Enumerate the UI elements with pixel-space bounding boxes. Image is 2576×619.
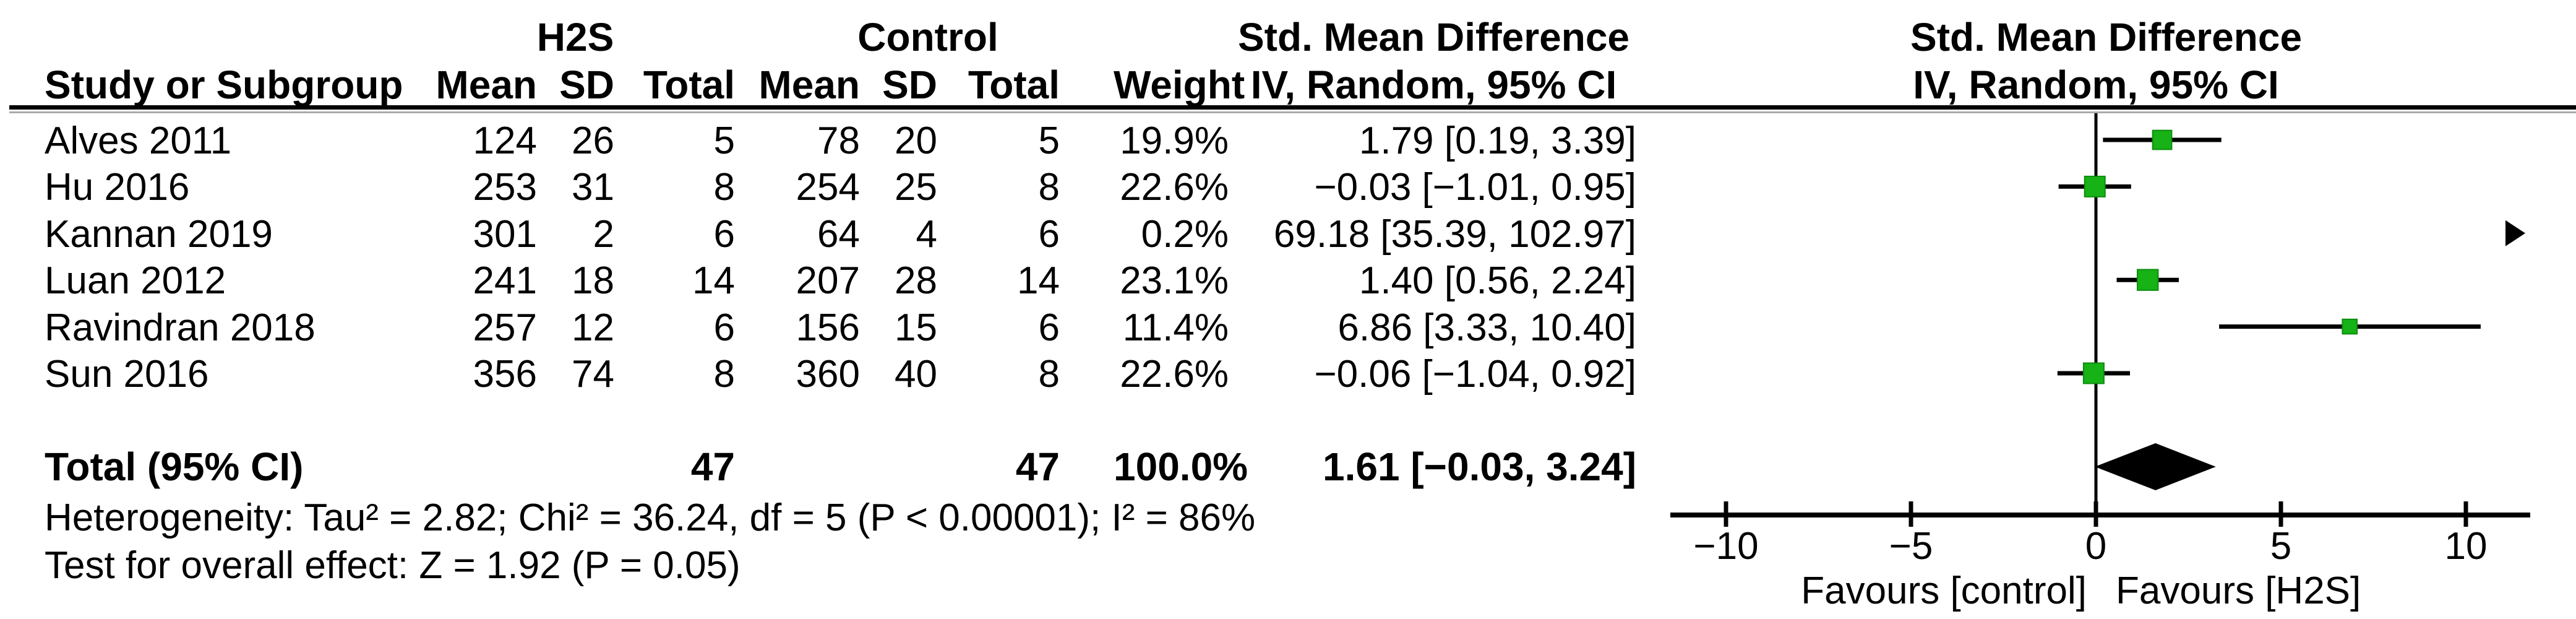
group-header-control: Control [857, 15, 998, 59]
sd-control: 25 [895, 166, 937, 209]
total-h2s-sum: 47 [690, 444, 735, 489]
heterogeneity-text: Heterogeneity: Tau² = 2.82; Chi² = 36.24… [45, 496, 1256, 539]
weight-value: 22.6% [1120, 166, 1229, 209]
forest-plot-svg: −10 −5 0 5 10 Favours [control] Favours [H2S] [1670, 113, 2530, 612]
total-ci-text: 1.61 [−0.03, 3.24] [1322, 444, 1636, 489]
sd-control: 15 [895, 306, 937, 349]
mean-control: 156 [796, 306, 860, 349]
weight-value: 19.9% [1120, 119, 1229, 162]
column-header-study: Study or Subgroup [45, 63, 403, 107]
header-separator-line [9, 105, 2576, 110]
ci-text: 69.18 [35.39, 102.97] [1273, 213, 1636, 256]
total-row-label: Total (95% CI) [45, 444, 304, 489]
mean-h2s: 253 [473, 166, 537, 209]
effect-square [2084, 175, 2106, 197]
column-header-smd: Std. Mean Difference [1237, 15, 1630, 59]
weight-value: 0.2% [1141, 213, 1229, 256]
sd-h2s: 12 [572, 306, 614, 349]
mean-h2s: 241 [473, 259, 537, 302]
header-separator-shadow [9, 111, 2576, 113]
weight-value: 23.1% [1120, 259, 1229, 302]
column-header-weight: Weight [1114, 63, 1245, 107]
axis-tick-label: 5 [2270, 525, 2291, 568]
study-name: Sun 2016 [45, 353, 209, 396]
column-header-mean-control: Mean [758, 63, 860, 107]
ci-text: 1.79 [0.19, 3.39] [1359, 119, 1636, 162]
favours-right-label: Favours [H2S] [2116, 569, 2361, 612]
group-header-h2s: H2S [536, 15, 614, 59]
ci-text: 1.40 [0.56, 2.24] [1359, 259, 1636, 302]
total-h2s: 6 [713, 306, 735, 349]
sd-control: 4 [916, 213, 937, 256]
column-header-method: IV, Random, 95% CI [1250, 63, 1617, 107]
sd-h2s: 18 [572, 259, 614, 302]
total-h2s: 8 [713, 166, 735, 209]
total-control: 14 [1017, 259, 1060, 302]
sd-control: 20 [895, 119, 937, 162]
sd-h2s: 31 [572, 166, 614, 209]
sd-h2s: 2 [593, 213, 614, 256]
offscale-arrow-icon [2505, 220, 2525, 246]
mean-control: 78 [817, 119, 860, 162]
study-name: Alves 2011 [45, 119, 232, 162]
total-h2s: 14 [692, 259, 735, 302]
effect-square [2137, 269, 2159, 291]
summary-diamond [2095, 443, 2216, 490]
column-header-total-control: Total [968, 63, 1060, 107]
mean-control: 360 [796, 353, 860, 396]
effect-square [2082, 362, 2105, 384]
effect-square [2342, 318, 2358, 335]
total-h2s: 6 [713, 213, 735, 256]
sd-control: 40 [895, 353, 937, 396]
column-header-sd-control: SD [882, 63, 937, 107]
weight-value: 22.6% [1120, 353, 1229, 396]
study-name: Ravindran 2018 [45, 306, 316, 349]
total-control-sum: 47 [1015, 444, 1060, 489]
total-weight: 100.0% [1114, 444, 1248, 489]
total-h2s: 8 [713, 353, 735, 396]
total-control: 8 [1038, 353, 1060, 396]
mean-control: 64 [817, 213, 860, 256]
ci-text: 6.86 [3.33, 10.40] [1337, 306, 1636, 349]
ci-text: −0.03 [−1.01, 0.95] [1314, 166, 1636, 209]
column-header-mean-h2s: Mean [436, 63, 537, 107]
study-name: Kannan 2019 [45, 213, 273, 256]
plot-header-method: IV, Random, 95% CI [1913, 63, 2279, 107]
total-control: 6 [1038, 306, 1060, 349]
axis-tick-label: 10 [2445, 525, 2488, 568]
study-name: Luan 2012 [45, 259, 226, 302]
total-h2s: 5 [713, 119, 735, 162]
mean-control: 207 [796, 259, 860, 302]
total-control: 6 [1038, 213, 1060, 256]
axis-tick-label: −5 [1889, 525, 1933, 568]
column-header-sd-h2s: SD [559, 63, 614, 107]
weight-value: 11.4% [1122, 306, 1229, 349]
axis-tick-label: −10 [1693, 525, 1758, 568]
sd-control: 28 [895, 259, 937, 302]
mean-control: 254 [796, 166, 860, 209]
column-header-total-h2s: Total [643, 63, 735, 107]
sd-h2s: 26 [572, 119, 614, 162]
total-control: 8 [1038, 166, 1060, 209]
mean-h2s: 124 [473, 119, 537, 162]
mean-h2s: 356 [473, 353, 537, 396]
axis-tick-label: 0 [2085, 525, 2106, 568]
sd-h2s: 74 [572, 353, 614, 396]
total-control: 5 [1038, 119, 1060, 162]
study-name: Hu 2016 [45, 166, 190, 209]
mean-h2s: 257 [473, 306, 537, 349]
favours-left-label: Favours [control] [1801, 569, 2087, 612]
effect-square [2152, 129, 2173, 150]
overall-effect-text: Test for overall effect: Z = 1.92 (P = 0… [45, 544, 741, 587]
mean-h2s: 301 [473, 213, 537, 256]
plot-header-smd: Std. Mean Difference [1910, 15, 2303, 59]
ci-text: −0.06 [−1.04, 0.92] [1314, 353, 1636, 396]
